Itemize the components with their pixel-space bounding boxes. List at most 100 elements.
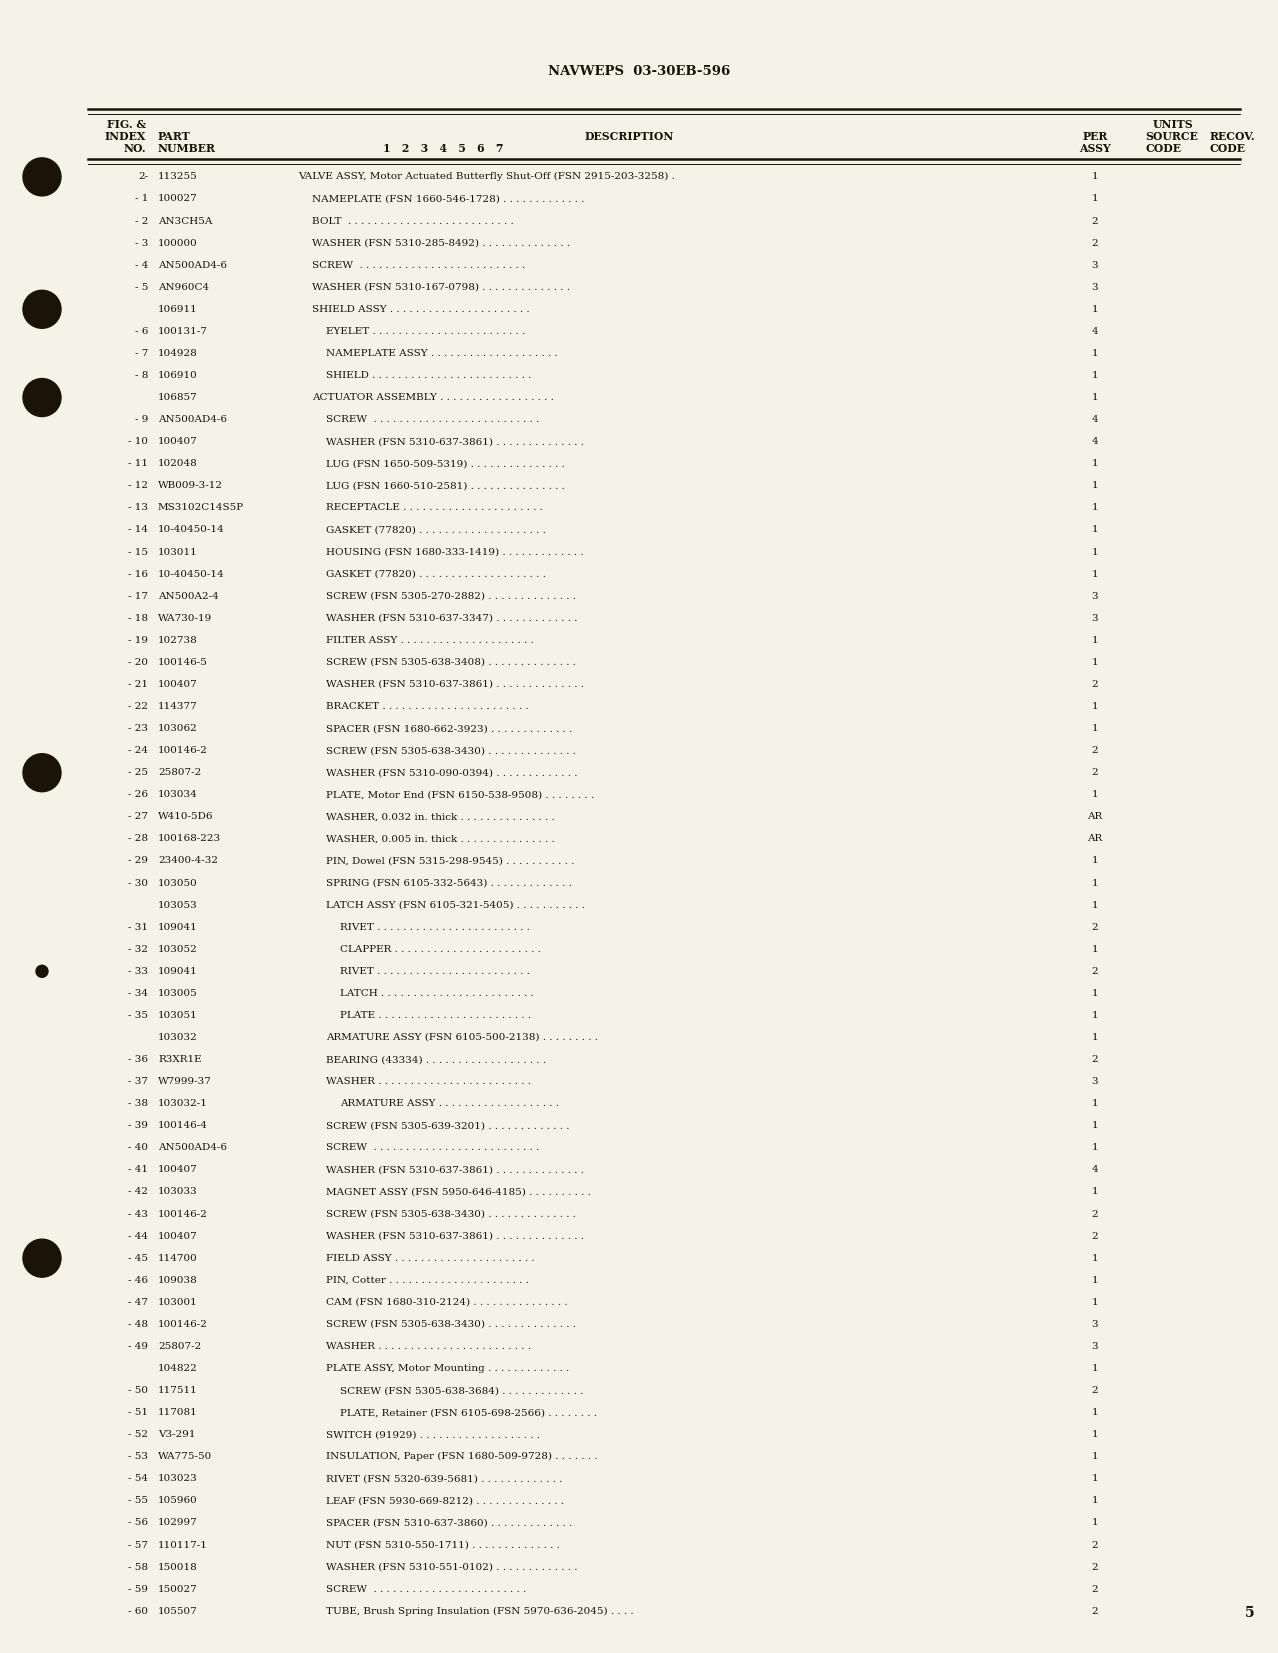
Text: - 27: - 27 <box>128 812 148 822</box>
Text: - 3: - 3 <box>134 238 148 248</box>
Text: 100131-7: 100131-7 <box>158 327 208 336</box>
Text: - 37: - 37 <box>128 1078 148 1086</box>
Text: - 39: - 39 <box>128 1121 148 1131</box>
Text: ARMATURE ASSY . . . . . . . . . . . . . . . . . . .: ARMATURE ASSY . . . . . . . . . . . . . … <box>340 1099 558 1108</box>
Text: WASHER (FSN 5310-637-3861) . . . . . . . . . . . . . .: WASHER (FSN 5310-637-3861) . . . . . . .… <box>326 1231 584 1241</box>
Text: SCREW (FSN 5305-638-3684) . . . . . . . . . . . . .: SCREW (FSN 5305-638-3684) . . . . . . . … <box>340 1387 584 1395</box>
Text: UNITS: UNITS <box>1153 119 1192 131</box>
Text: 1: 1 <box>1091 393 1098 402</box>
Text: GASKET (77820) . . . . . . . . . . . . . . . . . . . .: GASKET (77820) . . . . . . . . . . . . .… <box>326 570 546 579</box>
Text: 3: 3 <box>1091 1342 1098 1351</box>
Text: 1: 1 <box>1091 195 1098 203</box>
Text: SCREW (FSN 5305-638-3408) . . . . . . . . . . . . . .: SCREW (FSN 5305-638-3408) . . . . . . . … <box>326 658 576 666</box>
Text: - 48: - 48 <box>128 1319 148 1329</box>
Text: 2: 2 <box>1091 217 1098 225</box>
Text: 1: 1 <box>1091 636 1098 645</box>
Text: SCREW  . . . . . . . . . . . . . . . . . . . . . . . . . .: SCREW . . . . . . . . . . . . . . . . . … <box>326 1144 539 1152</box>
Text: 100146-4: 100146-4 <box>158 1121 208 1131</box>
Text: 1: 1 <box>1091 504 1098 512</box>
Text: 1: 1 <box>1091 1298 1098 1308</box>
Text: 5: 5 <box>1245 1607 1255 1620</box>
Text: 1: 1 <box>1091 1121 1098 1131</box>
Text: ASSY: ASSY <box>1079 144 1111 154</box>
Text: CAM (FSN 1680-310-2124) . . . . . . . . . . . . . . .: CAM (FSN 1680-310-2124) . . . . . . . . … <box>326 1298 567 1308</box>
Text: 113255: 113255 <box>158 172 198 182</box>
Text: 150027: 150027 <box>158 1585 198 1593</box>
Text: WA775-50: WA775-50 <box>158 1453 212 1461</box>
Text: - 50: - 50 <box>128 1387 148 1395</box>
Text: 1: 1 <box>1091 1474 1098 1483</box>
Text: 103050: 103050 <box>158 878 198 888</box>
Text: - 56: - 56 <box>128 1519 148 1527</box>
Text: 109041: 109041 <box>158 922 198 932</box>
Text: 23400-4-32: 23400-4-32 <box>158 856 219 866</box>
Text: 2: 2 <box>1091 1585 1098 1593</box>
Text: HOUSING (FSN 1680-333-1419) . . . . . . . . . . . . .: HOUSING (FSN 1680-333-1419) . . . . . . … <box>326 547 584 557</box>
Text: - 45: - 45 <box>128 1253 148 1263</box>
Text: RIVET (FSN 5320-639-5681) . . . . . . . . . . . . .: RIVET (FSN 5320-639-5681) . . . . . . . … <box>326 1474 562 1483</box>
Text: - 15: - 15 <box>128 547 148 557</box>
Text: RECEPTACLE . . . . . . . . . . . . . . . . . . . . . .: RECEPTACLE . . . . . . . . . . . . . . .… <box>326 504 543 512</box>
Text: WASHER, 0.032 in. thick . . . . . . . . . . . . . . .: WASHER, 0.032 in. thick . . . . . . . . … <box>326 812 555 822</box>
Text: ARMATURE ASSY (FSN 6105-500-2138) . . . . . . . . .: ARMATURE ASSY (FSN 6105-500-2138) . . . … <box>326 1033 598 1041</box>
Text: 110117-1: 110117-1 <box>158 1541 208 1549</box>
Text: 1: 1 <box>1091 724 1098 732</box>
Text: AN500AD4-6: AN500AD4-6 <box>158 261 227 269</box>
Text: 25807-2: 25807-2 <box>158 769 201 777</box>
Text: 10-40450-14: 10-40450-14 <box>158 570 225 579</box>
Text: 100000: 100000 <box>158 238 198 248</box>
Text: DESCRIPTION: DESCRIPTION <box>584 131 674 142</box>
Text: PLATE . . . . . . . . . . . . . . . . . . . . . . . .: PLATE . . . . . . . . . . . . . . . . . … <box>340 1012 532 1020</box>
Text: 4: 4 <box>1091 436 1098 446</box>
Text: 104928: 104928 <box>158 349 198 359</box>
Text: NAMEPLATE (FSN 1660-546-1728) . . . . . . . . . . . . .: NAMEPLATE (FSN 1660-546-1728) . . . . . … <box>312 195 584 203</box>
Text: 2: 2 <box>1091 238 1098 248</box>
Text: 2: 2 <box>1091 769 1098 777</box>
Text: 100146-5: 100146-5 <box>158 658 208 666</box>
Text: 1: 1 <box>1091 856 1098 866</box>
Text: - 19: - 19 <box>128 636 148 645</box>
Text: - 51: - 51 <box>128 1408 148 1417</box>
Text: 1: 1 <box>1091 1496 1098 1506</box>
Text: - 35: - 35 <box>128 1012 148 1020</box>
Text: WASHER (FSN 5310-637-3347) . . . . . . . . . . . . .: WASHER (FSN 5310-637-3347) . . . . . . .… <box>326 613 578 623</box>
Text: 106910: 106910 <box>158 370 198 380</box>
Text: - 12: - 12 <box>128 481 148 491</box>
Text: - 55: - 55 <box>128 1496 148 1506</box>
Text: 150018: 150018 <box>158 1562 198 1572</box>
Text: W410-5D6: W410-5D6 <box>158 812 213 822</box>
Text: RECOV.: RECOV. <box>1210 131 1255 142</box>
Text: 2: 2 <box>1091 746 1098 755</box>
Text: 1: 1 <box>1091 878 1098 888</box>
Text: 3: 3 <box>1091 261 1098 269</box>
Text: 2: 2 <box>1091 679 1098 689</box>
Text: - 20: - 20 <box>128 658 148 666</box>
Text: - 13: - 13 <box>128 504 148 512</box>
Text: - 36: - 36 <box>128 1055 148 1065</box>
Text: - 59: - 59 <box>128 1585 148 1593</box>
Text: BOLT  . . . . . . . . . . . . . . . . . . . . . . . . . .: BOLT . . . . . . . . . . . . . . . . . .… <box>312 217 514 225</box>
Text: MAGNET ASSY (FSN 5950-646-4185) . . . . . . . . . .: MAGNET ASSY (FSN 5950-646-4185) . . . . … <box>326 1187 590 1197</box>
Text: 103033: 103033 <box>158 1187 198 1197</box>
Text: FIELD ASSY . . . . . . . . . . . . . . . . . . . . . .: FIELD ASSY . . . . . . . . . . . . . . .… <box>326 1253 534 1263</box>
Text: SCREW  . . . . . . . . . . . . . . . . . . . . . . . .: SCREW . . . . . . . . . . . . . . . . . … <box>326 1585 527 1593</box>
Text: LEAF (FSN 5930-669-8212) . . . . . . . . . . . . . .: LEAF (FSN 5930-669-8212) . . . . . . . .… <box>326 1496 564 1506</box>
Circle shape <box>23 1240 61 1278</box>
Text: INSULATION, Paper (FSN 1680-509-9728) . . . . . . .: INSULATION, Paper (FSN 1680-509-9728) . … <box>326 1453 598 1461</box>
Text: 103032: 103032 <box>158 1033 198 1041</box>
Text: 103023: 103023 <box>158 1474 198 1483</box>
Text: WASHER (FSN 5310-637-3861) . . . . . . . . . . . . . .: WASHER (FSN 5310-637-3861) . . . . . . .… <box>326 436 584 446</box>
Text: - 33: - 33 <box>128 967 148 975</box>
Text: LUG (FSN 1660-510-2581) . . . . . . . . . . . . . . .: LUG (FSN 1660-510-2581) . . . . . . . . … <box>326 481 565 491</box>
Text: 103011: 103011 <box>158 547 198 557</box>
Circle shape <box>23 754 61 792</box>
Text: - 25: - 25 <box>128 769 148 777</box>
Text: AR: AR <box>1088 835 1103 843</box>
Text: 25807-2: 25807-2 <box>158 1342 201 1351</box>
Text: 106911: 106911 <box>158 304 198 314</box>
Text: - 29: - 29 <box>128 856 148 866</box>
Text: 1: 1 <box>1091 481 1098 491</box>
Text: - 23: - 23 <box>128 724 148 732</box>
Text: 103005: 103005 <box>158 988 198 998</box>
Text: 3: 3 <box>1091 283 1098 291</box>
